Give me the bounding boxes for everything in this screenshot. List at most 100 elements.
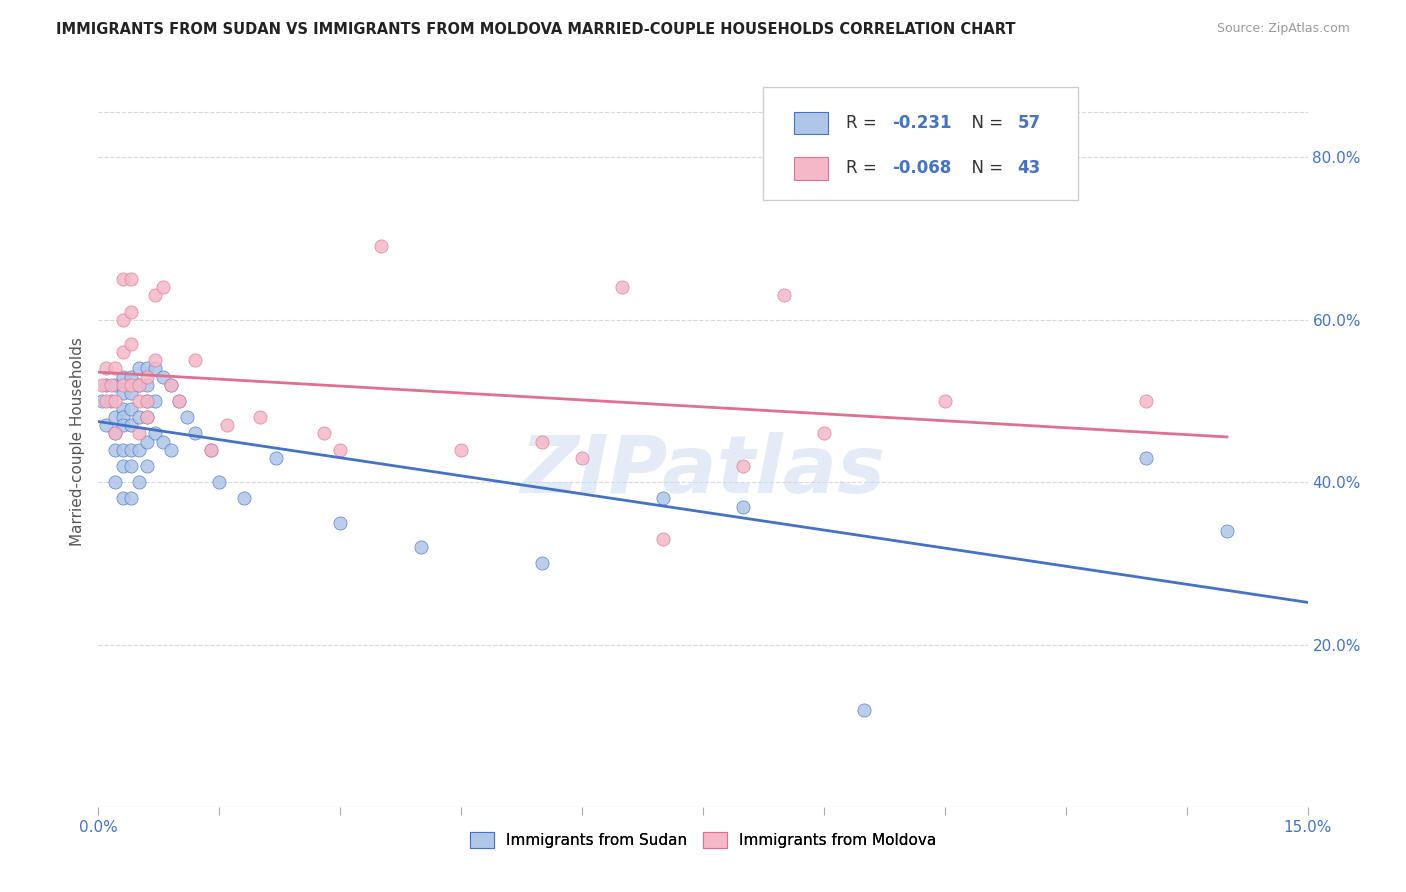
Point <box>135 377 157 392</box>
Point <box>103 393 125 408</box>
Point <box>530 434 553 449</box>
Point <box>120 337 142 351</box>
Point <box>733 458 755 473</box>
Point <box>651 491 673 506</box>
Point <box>530 557 553 571</box>
Point <box>103 377 125 392</box>
Point <box>200 442 222 457</box>
Point <box>143 288 166 302</box>
Text: R =: R = <box>845 160 882 178</box>
Point <box>100 393 122 408</box>
Point <box>128 410 150 425</box>
Point <box>96 361 118 376</box>
Point <box>120 402 142 417</box>
Point <box>160 442 183 457</box>
Point <box>111 458 134 473</box>
Point <box>111 345 134 359</box>
Point <box>329 442 352 457</box>
Point <box>370 239 392 253</box>
Point <box>103 426 125 441</box>
Point <box>120 377 142 392</box>
Point <box>103 475 125 490</box>
Point <box>135 434 157 449</box>
Point <box>128 377 150 392</box>
Point <box>111 369 134 384</box>
Point <box>135 458 157 473</box>
Text: R =: R = <box>845 114 882 132</box>
Point <box>111 385 134 400</box>
Legend: Immigrants from Sudan, Immigrants from Moldova: Immigrants from Sudan, Immigrants from M… <box>464 826 942 855</box>
Point <box>128 377 150 392</box>
Point <box>813 426 835 441</box>
Point <box>96 393 118 408</box>
Point <box>128 442 150 457</box>
Point <box>120 369 142 384</box>
FancyBboxPatch shape <box>763 87 1078 200</box>
Point <box>100 377 122 392</box>
Text: 57: 57 <box>1018 114 1040 132</box>
Point <box>934 393 956 408</box>
Point <box>128 475 150 490</box>
Point <box>184 426 207 441</box>
Point <box>103 410 125 425</box>
Point <box>111 402 134 417</box>
Point <box>120 458 142 473</box>
Point <box>167 393 190 408</box>
Point <box>103 361 125 376</box>
Point <box>111 491 134 506</box>
Y-axis label: Married-couple Households: Married-couple Households <box>69 337 84 546</box>
Point <box>96 418 118 433</box>
Point <box>111 312 134 326</box>
Text: Source: ZipAtlas.com: Source: ZipAtlas.com <box>1216 22 1350 36</box>
Text: IMMIGRANTS FROM SUDAN VS IMMIGRANTS FROM MOLDOVA MARRIED-COUPLE HOUSEHOLDS CORRE: IMMIGRANTS FROM SUDAN VS IMMIGRANTS FROM… <box>56 22 1015 37</box>
FancyBboxPatch shape <box>794 157 828 179</box>
Point <box>184 353 207 368</box>
Point <box>111 442 134 457</box>
Point <box>120 442 142 457</box>
Point <box>120 272 142 286</box>
Point <box>96 377 118 392</box>
Point <box>135 393 157 408</box>
Point <box>176 410 198 425</box>
Point <box>772 288 794 302</box>
Point <box>135 369 157 384</box>
Point <box>329 516 352 530</box>
Text: ZIPatlas: ZIPatlas <box>520 432 886 510</box>
Point <box>152 280 174 294</box>
Point <box>135 410 157 425</box>
Point <box>651 532 673 546</box>
Point <box>128 426 150 441</box>
Point <box>135 393 157 408</box>
Point <box>249 410 271 425</box>
Point <box>111 418 134 433</box>
Point <box>111 272 134 286</box>
Point <box>264 450 287 465</box>
Text: N =: N = <box>960 114 1008 132</box>
Text: N =: N = <box>960 160 1008 178</box>
Point <box>167 393 190 408</box>
Point <box>152 369 174 384</box>
Point <box>160 377 183 392</box>
Point <box>733 500 755 514</box>
Point <box>103 426 125 441</box>
Point <box>571 450 593 465</box>
Point <box>120 418 142 433</box>
Point <box>143 393 166 408</box>
Point <box>111 377 134 392</box>
Point <box>409 540 432 554</box>
Point <box>200 442 222 457</box>
Point <box>612 280 634 294</box>
Point <box>1135 393 1157 408</box>
Point <box>217 418 239 433</box>
FancyBboxPatch shape <box>794 112 828 135</box>
Point <box>120 304 142 318</box>
Point <box>91 393 114 408</box>
Point <box>128 361 150 376</box>
Point <box>143 353 166 368</box>
Point <box>120 385 142 400</box>
Text: -0.068: -0.068 <box>891 160 950 178</box>
Text: 43: 43 <box>1018 160 1040 178</box>
Point <box>152 434 174 449</box>
Point <box>314 426 336 441</box>
Point <box>143 361 166 376</box>
